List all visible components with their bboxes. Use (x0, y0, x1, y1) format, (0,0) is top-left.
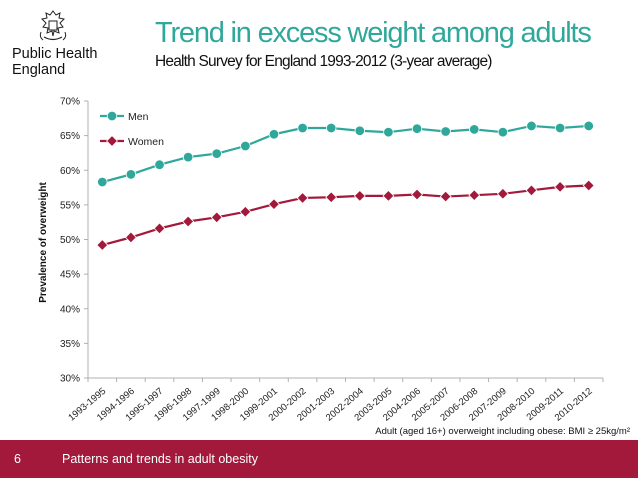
y-tick-label: 65% (60, 131, 80, 142)
org-name: Public Health England (12, 46, 98, 78)
women-data-point (582, 179, 595, 192)
y-tick-label: 35% (60, 339, 80, 350)
slide-subtitle: Health Survey for England 1993-2012 (3-y… (155, 53, 492, 70)
men-series-line (102, 124, 589, 184)
women-series-line (102, 184, 589, 247)
women-data-point (382, 189, 395, 202)
slide-title: Trend in excess weight among adults (155, 17, 592, 49)
women-data-point (353, 189, 366, 202)
men-data-point (325, 122, 337, 134)
y-tick-label: 40% (60, 304, 80, 315)
women-data-point (182, 215, 195, 228)
legend-men-marker (106, 110, 118, 122)
men-data-point (125, 169, 137, 180)
women-data-point (239, 205, 252, 218)
x-axis-note: Adult (aged 16+) overweight including ob… (375, 426, 630, 437)
men-data-point (554, 122, 566, 134)
women-data-point (210, 211, 223, 224)
men-data-point (182, 151, 194, 163)
y-tick-label: 30% (60, 374, 80, 385)
women-data-point (325, 191, 338, 204)
women-data-point (554, 180, 567, 193)
women-data-point (411, 188, 423, 201)
footer-text: Patterns and trends in adult obesity (62, 452, 258, 466)
men-data-point (354, 125, 366, 136)
women-data-point (468, 189, 481, 202)
women-data-point (439, 190, 452, 203)
women-data-point (153, 222, 166, 235)
y-axis-title: Prevalence of overweight (38, 182, 49, 303)
y-tick-label: 45% (60, 270, 80, 281)
men-data-point (440, 126, 451, 137)
phe-logo: Public Health England (12, 10, 142, 85)
y-tick-label: 55% (60, 200, 80, 211)
y-tick-label: 70% (60, 97, 80, 108)
men-data-point (154, 159, 165, 170)
women-data-point (525, 184, 538, 197)
men-data-point (497, 126, 509, 138)
line-chart: 30%35%40%45%50%55%60%65%70%1993-19951994… (38, 97, 630, 438)
men-data-point (583, 120, 594, 132)
men-data-point (268, 129, 280, 140)
y-tick-label: 60% (60, 166, 80, 177)
legend-women-label: Women (128, 136, 164, 148)
women-data-point (124, 231, 137, 244)
men-data-point (240, 140, 251, 152)
men-data-point (411, 123, 423, 134)
women-data-point (96, 239, 109, 252)
women-data-point (268, 198, 280, 211)
men-data-point (383, 126, 394, 138)
legend-men-label: Men (128, 111, 149, 123)
legend-women-marker (106, 135, 118, 147)
men-data-point (469, 124, 480, 135)
slide-number: 6 (14, 452, 21, 466)
men-data-point (297, 122, 308, 134)
men-data-point (211, 148, 222, 159)
men-data-point (526, 120, 537, 132)
footer-bar: 6 Patterns and trends in adult obesity (0, 440, 638, 478)
men-data-point (97, 176, 108, 188)
royal-crest-icon (39, 10, 67, 41)
women-data-point (296, 191, 309, 204)
y-tick-label: 50% (60, 235, 80, 246)
women-data-point (496, 187, 509, 200)
